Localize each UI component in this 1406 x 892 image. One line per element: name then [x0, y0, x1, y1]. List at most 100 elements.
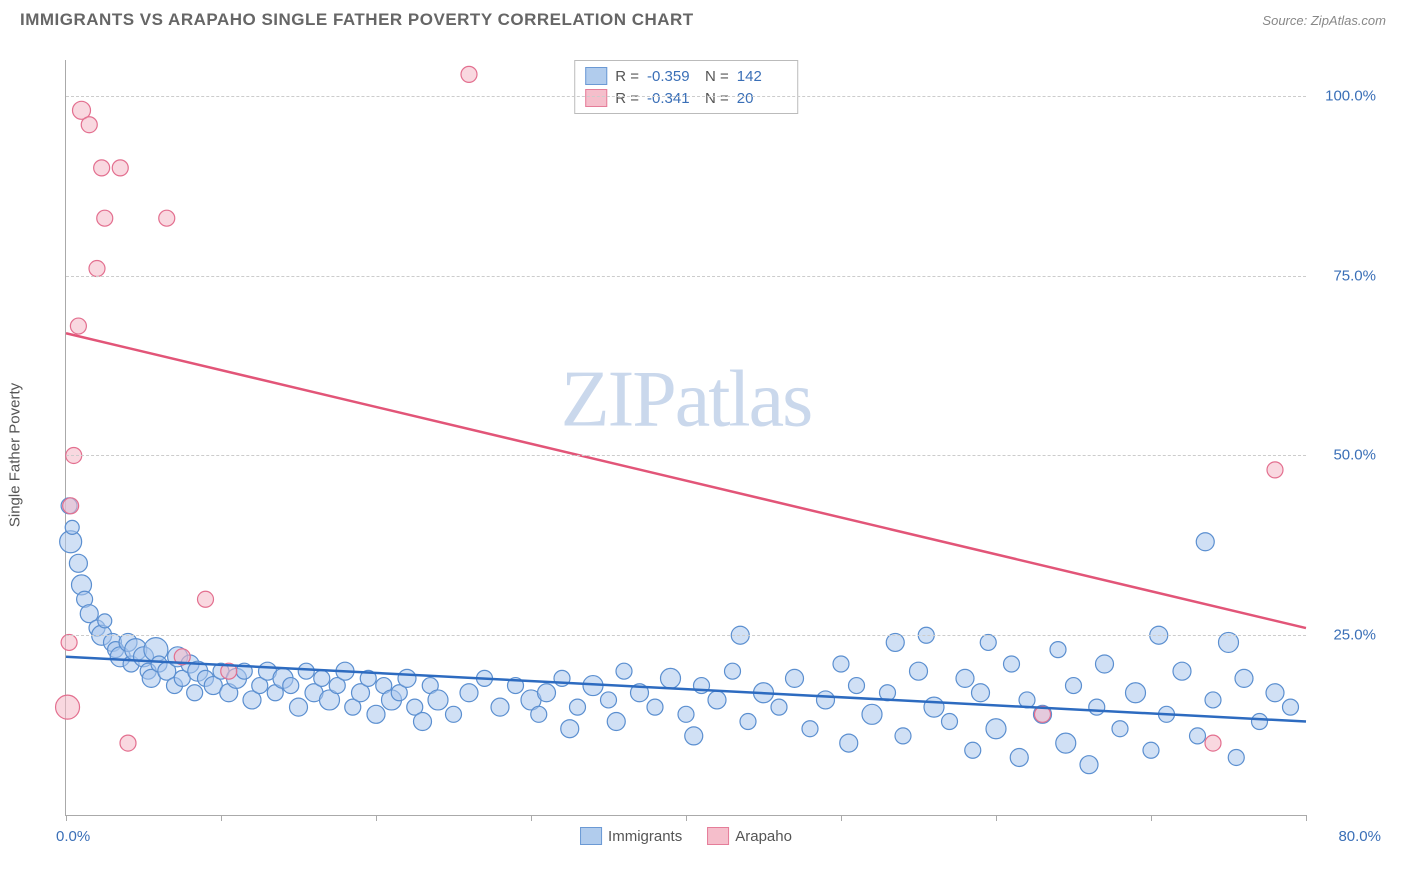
data-point	[65, 520, 79, 534]
legend-item-immigrants: Immigrants	[580, 827, 682, 845]
r-value-immigrants: -0.359	[647, 68, 697, 85]
r-value-arapaho: -0.341	[647, 90, 697, 107]
data-point	[446, 706, 462, 722]
n-label: N =	[705, 68, 729, 85]
data-point	[98, 614, 112, 628]
data-point	[740, 714, 756, 730]
data-point	[1004, 656, 1020, 672]
data-point	[1252, 714, 1268, 730]
data-point	[1056, 733, 1076, 753]
data-point	[1205, 735, 1221, 751]
data-point	[817, 691, 835, 709]
data-point	[771, 699, 787, 715]
data-point	[70, 318, 86, 334]
data-point	[63, 498, 79, 514]
x-tick-mark	[1306, 815, 1307, 821]
data-point	[647, 699, 663, 715]
data-point	[942, 714, 958, 730]
data-point	[531, 706, 547, 722]
data-point	[398, 669, 416, 687]
data-point	[491, 698, 509, 716]
n-label: N =	[705, 90, 729, 107]
data-point	[980, 634, 996, 650]
series-legend: Immigrants Arapaho	[580, 827, 792, 845]
data-point	[290, 698, 308, 716]
data-point	[986, 719, 1006, 739]
legend-label-arapaho: Arapaho	[735, 828, 792, 845]
data-point	[56, 695, 80, 719]
data-point	[283, 678, 299, 694]
data-point	[1228, 749, 1244, 765]
legend-row-arapaho: R = -0.341 N = 20	[585, 87, 787, 109]
data-point	[97, 210, 113, 226]
data-point	[1267, 462, 1283, 478]
data-point	[616, 663, 632, 679]
gridline	[66, 96, 1306, 97]
data-point	[314, 670, 330, 686]
data-point	[1089, 699, 1105, 715]
x-tick-mark	[376, 815, 377, 821]
chart-container: Single Father Poverty ZIPatlas R = -0.35…	[20, 45, 1386, 865]
data-point	[965, 742, 981, 758]
plot-area: ZIPatlas R = -0.359 N = 142 R = -0.341 N…	[65, 60, 1306, 816]
data-point	[601, 692, 617, 708]
data-point	[94, 160, 110, 176]
data-point	[159, 210, 175, 226]
x-tick-mark	[996, 815, 997, 821]
data-point	[298, 663, 314, 679]
r-label: R =	[615, 90, 639, 107]
legend-item-arapaho: Arapaho	[707, 827, 792, 845]
data-point	[112, 160, 128, 176]
gridline	[66, 635, 1306, 636]
y-tick-label: 100.0%	[1316, 87, 1376, 104]
chart-header: IMMIGRANTS VS ARAPAHO SINGLE FATHER POVE…	[20, 10, 1386, 30]
data-point	[69, 554, 87, 572]
data-point	[1066, 678, 1082, 694]
data-point	[428, 690, 448, 710]
data-point	[1235, 669, 1253, 687]
data-point	[538, 684, 556, 702]
data-point	[678, 706, 694, 722]
data-point	[561, 720, 579, 738]
x-tick-mark	[1151, 815, 1152, 821]
data-point	[461, 66, 477, 82]
x-tick-mark	[531, 815, 532, 821]
data-point	[895, 728, 911, 744]
data-point	[1010, 748, 1028, 766]
source-name: ZipAtlas.com	[1311, 13, 1386, 28]
source-citation: Source: ZipAtlas.com	[1262, 13, 1386, 28]
data-point	[1080, 756, 1098, 774]
x-tick-mark	[66, 815, 67, 821]
n-value-arapaho: 20	[737, 90, 787, 107]
y-tick-label: 50.0%	[1316, 447, 1376, 464]
data-point	[661, 668, 681, 688]
data-point	[1050, 642, 1066, 658]
data-point	[1126, 683, 1146, 703]
data-point	[862, 704, 882, 724]
data-point	[833, 656, 849, 672]
r-label: R =	[615, 68, 639, 85]
data-point	[198, 591, 214, 607]
data-point	[1205, 692, 1221, 708]
data-point	[187, 685, 203, 701]
trend-line	[66, 333, 1306, 628]
data-point	[1143, 742, 1159, 758]
chart-title: IMMIGRANTS VS ARAPAHO SINGLE FATHER POVE…	[20, 10, 694, 30]
n-value-immigrants: 142	[737, 68, 787, 85]
data-point	[1283, 699, 1299, 715]
data-point	[1196, 533, 1214, 551]
legend-row-immigrants: R = -0.359 N = 142	[585, 65, 787, 87]
x-axis-max-label: 80.0%	[1338, 828, 1381, 845]
data-point	[1096, 655, 1114, 673]
data-point	[570, 699, 586, 715]
x-tick-mark	[686, 815, 687, 821]
correlation-legend: R = -0.359 N = 142 R = -0.341 N = 20	[574, 60, 798, 114]
data-point	[1266, 684, 1284, 702]
data-point	[460, 684, 478, 702]
data-point	[685, 727, 703, 745]
swatch-arapaho	[585, 89, 607, 107]
data-point	[708, 691, 726, 709]
data-point	[81, 117, 97, 133]
source-label: Source:	[1262, 13, 1307, 28]
data-point	[607, 713, 625, 731]
